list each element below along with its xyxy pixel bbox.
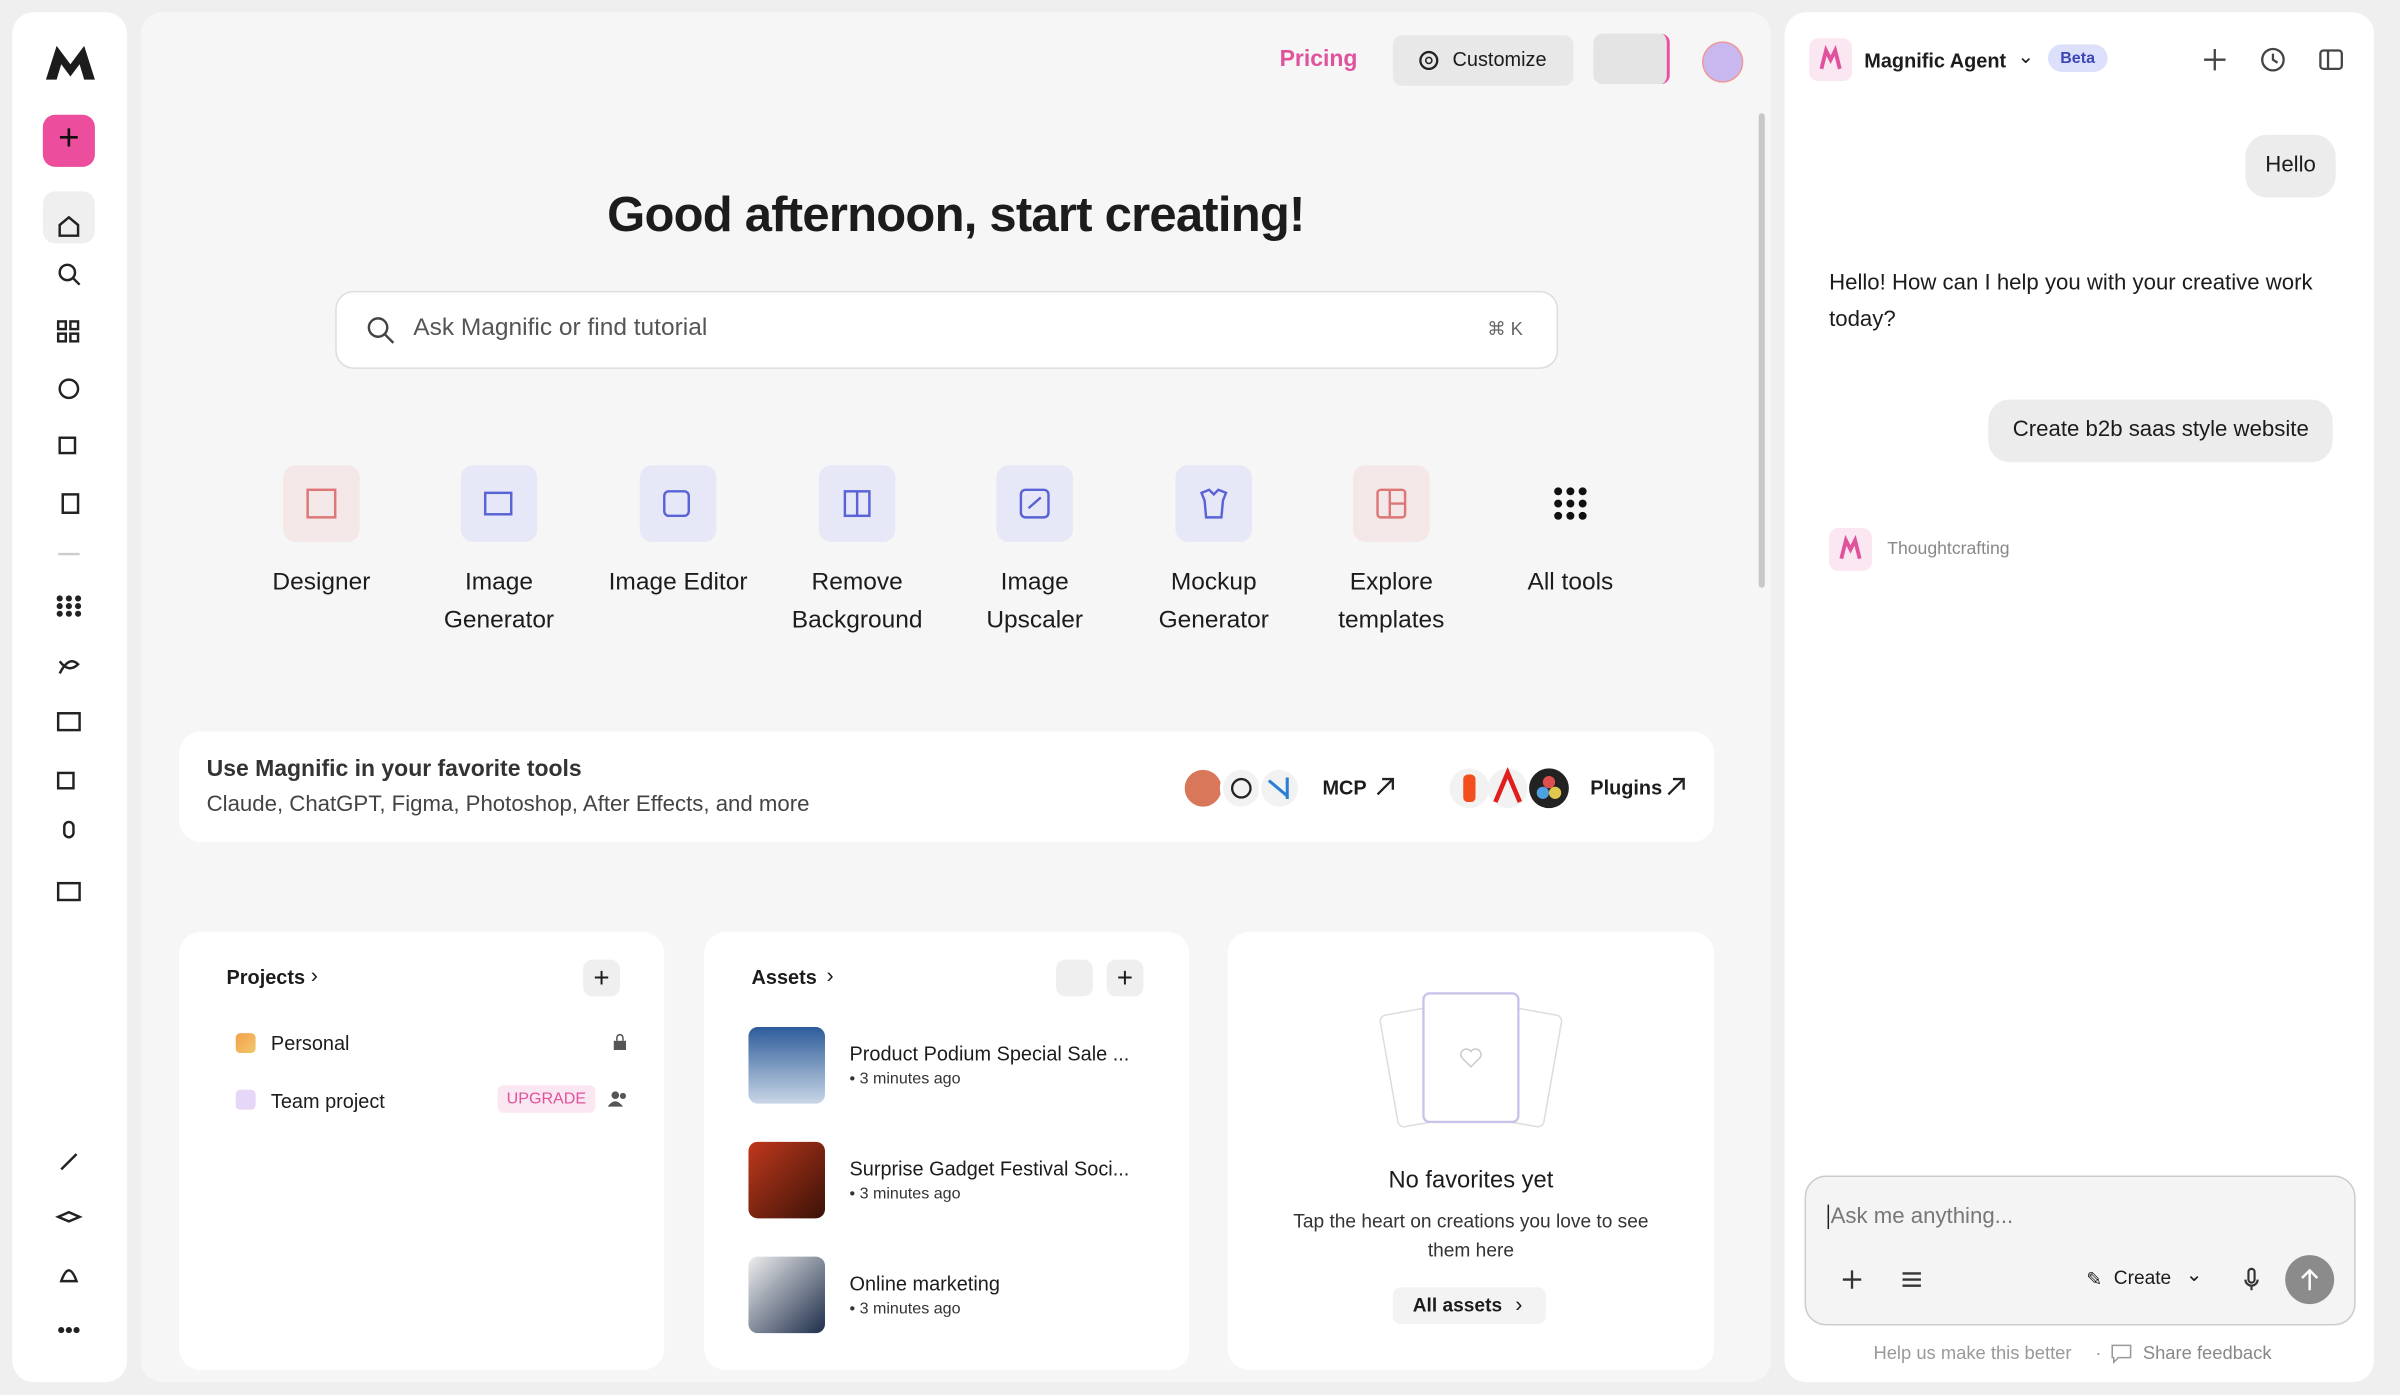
agent-name[interactable]: Magnific Agent — [1864, 48, 2007, 72]
create-mode[interactable]: Create — [2113, 1267, 2172, 1289]
wand-icon: ✎ — [2086, 1268, 2103, 1291]
user-message: Hello — [2245, 134, 2336, 198]
asset-meta: • 3 minutes ago — [849, 1069, 961, 1089]
lock-icon — [613, 1033, 627, 1050]
share-feedback[interactable]: Share feedback — [2142, 1342, 2272, 1364]
beta-badge: Beta — [2047, 44, 2108, 72]
pricing[interactable]: Pricing — [1279, 45, 1358, 72]
status: Thoughtcrafting — [1887, 540, 2010, 559]
chevron: › — [310, 962, 318, 988]
all-assets-button[interactable]: All assets › — [1392, 1287, 1546, 1324]
chevron-down: ⌄ — [2017, 44, 2035, 68]
footer-text: Help us make this better — [1873, 1342, 2072, 1364]
integrations-card: Use Magnific in your favorite tools Clau… — [179, 731, 1715, 842]
team-icon — [607, 1091, 627, 1107]
feedback-icon — [2111, 1344, 2132, 1364]
sidebar: + — [12, 12, 128, 1383]
tool[interactable]: Designer — [230, 465, 414, 601]
upgrade-badge[interactable]: UPGRADE — [497, 1085, 596, 1113]
chat-input[interactable]: Ask me anything... ✎ Create ⌄ — [1804, 1175, 2356, 1326]
agent-panel: Magnific Agent ⌄ Beta Hello Hello! How c… — [1784, 12, 2374, 1383]
project-color — [235, 1089, 256, 1110]
agent-actions[interactable] — [2201, 46, 2354, 74]
agent-logo — [1829, 528, 1872, 571]
tool[interactable]: Mockup Generator — [1122, 465, 1306, 639]
scrollbar — [1758, 113, 1765, 588]
tool-label: All tools — [1527, 569, 1614, 596]
separator: · — [2095, 1342, 2102, 1364]
input-tools[interactable] — [1840, 1267, 1962, 1291]
chevron-down: ⌄ — [2185, 1262, 2203, 1286]
mcp-logos — [1181, 766, 1302, 810]
mcp-link[interactable]: MCP — [1322, 776, 1367, 799]
tool-label: Image Upscaler — [986, 569, 1083, 634]
tool[interactable]: Remove Background — [765, 465, 949, 639]
add-project[interactable]: + — [583, 959, 620, 997]
new-button[interactable]: + — [42, 114, 95, 167]
search-box[interactable]: Ask Magnific or find tutorial ⌘ K — [335, 290, 1559, 369]
assets-title[interactable]: Assets — [751, 965, 817, 989]
asset-name[interactable]: Online marketing — [849, 1271, 1000, 1295]
tool-label: Image Generator — [443, 569, 555, 634]
favorites-card: No favorites yet Tap the heart on creati… — [1227, 932, 1715, 1370]
arrow — [1667, 777, 1685, 796]
tool[interactable]: All tools — [1479, 465, 1663, 601]
arrow — [1376, 777, 1394, 796]
project-color — [235, 1033, 256, 1054]
tool-label: Mockup Generator — [1158, 569, 1269, 634]
asset-thumb[interactable] — [748, 1141, 825, 1219]
asset-meta: • 3 minutes ago — [849, 1299, 961, 1318]
plugin-logos — [1449, 767, 1569, 809]
logo[interactable] — [43, 43, 98, 83]
integrations-subtitle: Claude, ChatGPT, Figma, Photoshop, After… — [206, 792, 810, 818]
tool[interactable]: Image Editor — [586, 465, 770, 601]
asset-thumb[interactable] — [748, 1027, 825, 1104]
search-icon — [367, 317, 395, 344]
customize-button[interactable]: Customize — [1392, 35, 1574, 86]
add-asset[interactable]: + — [1106, 959, 1144, 997]
tool[interactable]: Image Upscaler — [943, 465, 1127, 639]
tool-label: Image Editor — [608, 569, 748, 596]
search-placeholder: Ask Magnific or find tutorial — [413, 315, 708, 342]
assets-card: Assets › + Product Podium Special Sale .… — [704, 932, 1190, 1370]
integrations-title: Use Magnific in your favorite tools — [206, 756, 582, 783]
projects-card: Projects › + Personal Team project UPGRA… — [179, 932, 665, 1370]
projects-title[interactable]: Projects — [226, 965, 306, 989]
input-placeholder: Ask me anything... — [1827, 1204, 2013, 1230]
asset-name[interactable]: Product Podium Special Sale ... — [849, 1042, 1130, 1066]
mic-icon[interactable] — [2244, 1267, 2259, 1291]
filter-button[interactable] — [1056, 959, 1093, 997]
user-message: Create b2b saas style website — [1988, 399, 2334, 463]
shortcut: ⌘ K — [1487, 318, 1523, 340]
sidebar-icons — [55, 215, 83, 1334]
customize-label: Customize — [1452, 47, 1547, 71]
asset-meta: • 3 minutes ago — [849, 1184, 961, 1204]
plugins-link[interactable]: Plugins — [1590, 776, 1663, 799]
tool[interactable]: Explore templates — [1299, 465, 1483, 639]
chevron: › — [1515, 1291, 1523, 1317]
gear-icon — [1419, 50, 1439, 71]
greeting: Good afternoon, start creating! — [607, 186, 1305, 242]
asset-name[interactable]: Surprise Gadget Festival Soci... — [849, 1157, 1130, 1181]
agent-toggle[interactable] — [1593, 33, 1670, 85]
empty-illustration — [1379, 992, 1563, 1128]
send-button[interactable] — [2285, 1255, 2335, 1305]
tool-label: Designer — [272, 569, 371, 596]
avatar[interactable] — [1702, 41, 1744, 83]
asset-thumb[interactable] — [748, 1256, 825, 1334]
agent-logo — [1809, 38, 1853, 82]
project-name[interactable]: Team project — [270, 1089, 385, 1113]
tool[interactable]: Image Generator — [407, 465, 591, 639]
assistant-message: Hello! How can I help you with your crea… — [1829, 270, 2313, 333]
chevron: › — [826, 962, 834, 988]
all-assets-label: All assets — [1412, 1294, 1503, 1317]
project-name[interactable]: Personal — [270, 1031, 350, 1055]
favorites-title: No favorites yet — [1388, 1167, 1554, 1194]
favorites-text: Tap the heart on creations you love to s… — [1293, 1210, 1649, 1262]
tool-label: Explore templates — [1338, 569, 1445, 634]
tool-label: Remove Background — [791, 569, 923, 634]
